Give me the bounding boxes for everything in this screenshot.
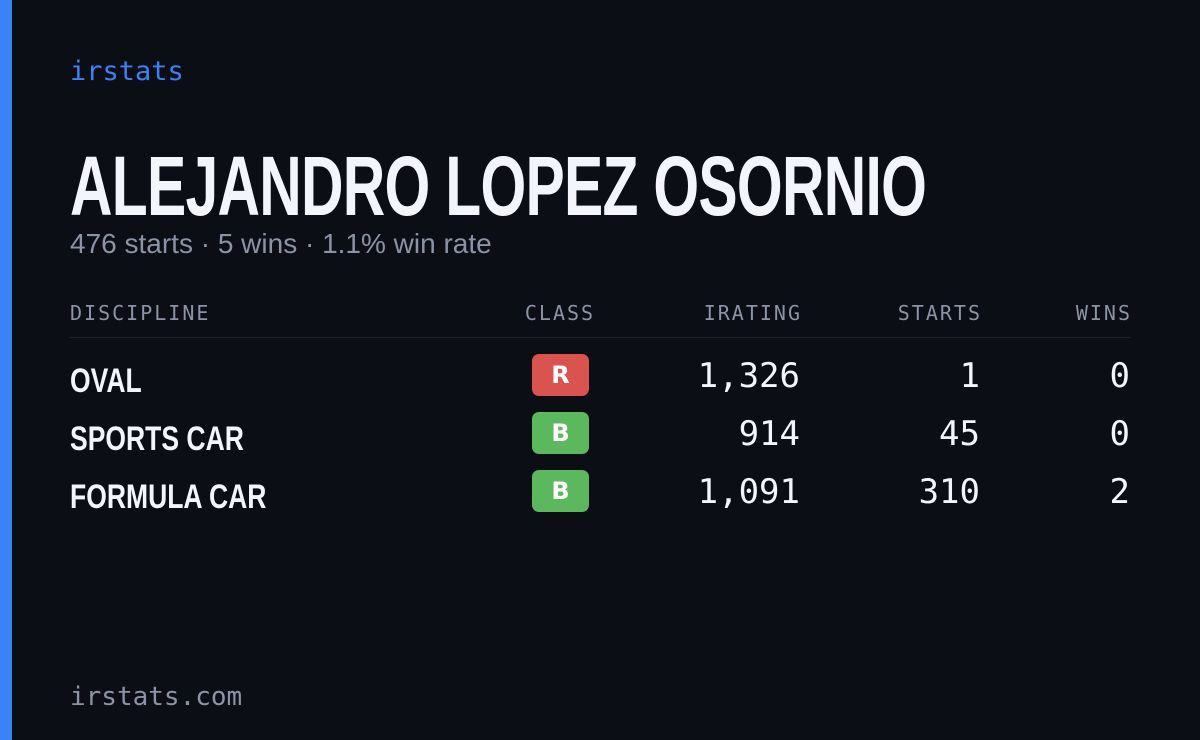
starts: 310 [918, 472, 980, 512]
discipline: FORMULA CAR [70, 478, 267, 516]
class-badge: B [532, 412, 589, 454]
accent-bar [0, 0, 12, 740]
class-badge: R [532, 354, 589, 396]
discipline: SPORTS CAR [70, 420, 244, 458]
footer: irstats.com [70, 682, 243, 712]
class-badge: B [532, 470, 589, 512]
header-cell: WINS [1075, 301, 1132, 325]
header-cell: IRATING [703, 301, 802, 325]
driver-name: ALEJANDRO LOPEZ OSORNIO [70, 139, 927, 233]
wins: 0 [1109, 414, 1130, 454]
starts: 45 [939, 414, 980, 454]
brand: irstats [70, 56, 184, 87]
starts: 1 [959, 356, 980, 396]
irating: 1,326 [697, 356, 800, 396]
summary: 476 starts · 5 wins · 1.1% win rate [70, 228, 492, 259]
irating: 914 [738, 414, 800, 454]
header-cell: STARTS [897, 301, 982, 325]
irating: 1,091 [697, 472, 800, 512]
wins: 0 [1109, 356, 1130, 396]
discipline: OVAL [70, 362, 142, 400]
divider [70, 337, 1130, 338]
wins: 2 [1109, 472, 1130, 512]
header-cell: CLASS [524, 301, 596, 325]
header-cell: DISCIPLINE [70, 301, 211, 325]
